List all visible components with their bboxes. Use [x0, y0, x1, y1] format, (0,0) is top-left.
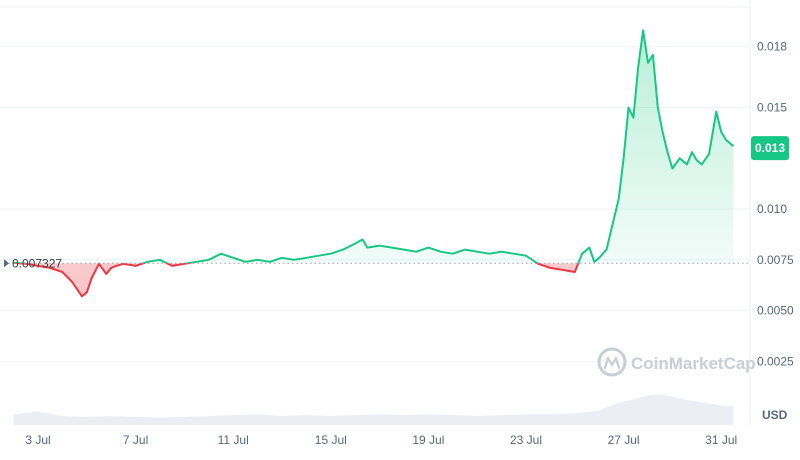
- x-tick-label-1: 7 Jul: [123, 433, 148, 447]
- price-line-up: [13, 29, 735, 264]
- price-area-down: [19, 263, 579, 297]
- price-area-fill: [13, 30, 734, 297]
- baseline-value: 0.007327: [12, 256, 62, 270]
- baseline-label: 0.007327: [4, 256, 62, 270]
- price-line-down: [13, 263, 580, 298]
- x-tick-label-2: 11 Jul: [218, 433, 249, 447]
- price-area-up: [13, 30, 734, 264]
- y-tick-label-4: 0.015: [757, 101, 787, 115]
- x-tick-label-3: 15 Jul: [315, 433, 347, 447]
- x-tick-label-5: 23 Jul: [510, 433, 542, 447]
- x-tick-label-0: 3 Jul: [25, 433, 50, 447]
- x-tick-label-4: 19 Jul: [412, 433, 444, 447]
- volume-shape: [13, 394, 734, 425]
- y-tick-label-2: 0.0075: [757, 253, 794, 267]
- x-tick-label-6: 27 Jul: [608, 433, 640, 447]
- y-tick-label-0: 0.0025: [757, 354, 794, 368]
- y-tick-label-1: 0.0050: [757, 304, 794, 318]
- current-price-badge: 0.013: [751, 136, 789, 161]
- volume-area: [13, 394, 734, 425]
- x-axis: 3 Jul 7 Jul 11 Jul 15 Jul 19 Jul 23 Jul 27 Jul…: [25, 433, 737, 447]
- baseline-arrow-icon: [4, 259, 9, 268]
- y-axis: 0.0025 0.0050 0.0075 0.010 0.015 0.018: [757, 40, 794, 369]
- current-price-value: 0.013: [755, 141, 785, 155]
- y-tick-label-3: 0.010: [757, 202, 787, 216]
- coinmarketcap-logo-mark: [603, 356, 621, 370]
- price-line: [13, 29, 735, 298]
- grid-lines: [0, 6, 750, 362]
- current-price-badge-bg: [751, 136, 789, 161]
- watermark-text: CoinMarketCap: [631, 354, 756, 373]
- currency-label: USD: [762, 408, 788, 422]
- x-tick-label-7: 31 Jul: [705, 433, 737, 447]
- coinmarketcap-watermark: CoinMarketCap: [597, 347, 756, 377]
- y-tick-label-5: 0.018: [757, 40, 787, 54]
- coinmarketcap-logo-icon: [597, 347, 627, 377]
